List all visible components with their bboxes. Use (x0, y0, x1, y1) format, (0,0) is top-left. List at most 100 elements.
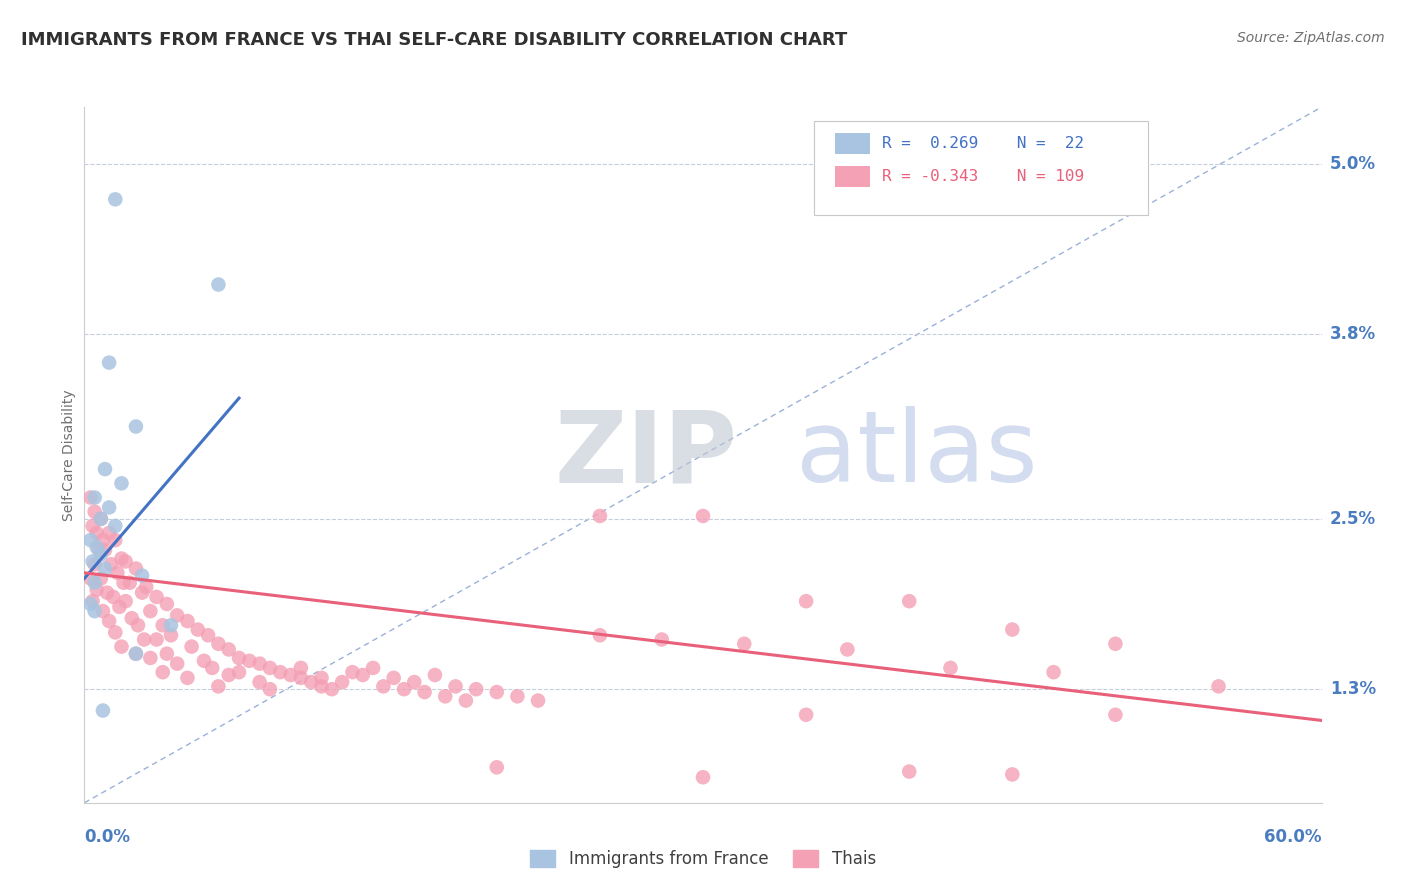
Point (180, 640, 202, 654)
Point (207, 277, 229, 292)
Point (91, 704, 114, 718)
Point (485, 760, 508, 774)
Point (91, 533, 114, 548)
Point (197, 628, 219, 642)
Point (1208, 679, 1230, 693)
Point (145, 632, 167, 647)
Point (91, 604, 114, 618)
Point (103, 590, 125, 604)
Point (166, 608, 188, 623)
Point (79, 571, 101, 585)
Point (939, 661, 962, 675)
Point (86, 540, 108, 554)
Point (82, 594, 104, 608)
Point (94, 561, 117, 575)
Point (330, 675, 353, 690)
Point (589, 628, 612, 642)
Point (112, 575, 135, 590)
Point (290, 661, 312, 675)
Text: atlas: atlas (796, 407, 1038, 503)
Point (131, 585, 153, 599)
Point (139, 604, 162, 618)
Text: 3.8%: 3.8% (1330, 326, 1376, 343)
FancyBboxPatch shape (835, 166, 870, 187)
Point (152, 618, 174, 632)
Text: R = -0.343    N = 109: R = -0.343 N = 109 (883, 169, 1084, 184)
Point (87, 543, 110, 558)
Point (160, 628, 183, 642)
Point (898, 764, 921, 779)
Point (156, 647, 179, 661)
Point (201, 661, 224, 675)
Point (290, 671, 312, 685)
Point (118, 575, 141, 590)
Point (104, 625, 127, 640)
Point (90, 547, 112, 561)
Point (145, 590, 167, 604)
Point (86, 582, 108, 597)
Point (692, 508, 714, 523)
FancyBboxPatch shape (835, 133, 870, 153)
Point (79, 533, 101, 548)
Point (125, 647, 148, 661)
Point (259, 682, 281, 697)
Point (311, 671, 333, 685)
Point (82, 519, 104, 533)
Point (160, 618, 183, 632)
Point (733, 637, 755, 651)
Text: Source: ZipAtlas.com: Source: ZipAtlas.com (1237, 31, 1385, 45)
Point (98, 526, 121, 541)
Point (506, 690, 529, 704)
Point (98, 614, 121, 628)
Point (131, 568, 153, 582)
Point (193, 654, 215, 668)
Text: ZIP: ZIP (554, 407, 737, 503)
Point (228, 651, 250, 665)
Point (86, 526, 108, 541)
Point (135, 580, 157, 594)
Point (238, 654, 260, 668)
Point (444, 679, 467, 693)
Point (187, 623, 209, 637)
Text: 1.3%: 1.3% (1330, 681, 1376, 698)
Point (299, 675, 322, 690)
Point (373, 679, 395, 693)
Point (259, 661, 281, 675)
Point (207, 679, 229, 693)
Point (94, 462, 117, 476)
Point (83, 558, 105, 572)
Point (898, 594, 921, 608)
Point (361, 661, 384, 675)
Point (1001, 623, 1024, 637)
Point (280, 668, 302, 682)
Point (837, 642, 859, 657)
Text: 60.0%: 60.0% (1264, 829, 1322, 847)
Point (79, 597, 101, 611)
Point (321, 682, 343, 697)
Point (1042, 665, 1064, 680)
Point (589, 508, 612, 523)
Point (413, 685, 436, 699)
Point (218, 668, 240, 682)
Point (434, 690, 457, 704)
Point (114, 594, 136, 608)
Point (152, 665, 174, 680)
Point (98, 500, 121, 515)
Point (90, 512, 112, 526)
Point (114, 554, 136, 568)
Text: 2.5%: 2.5% (1330, 510, 1376, 528)
Point (527, 693, 550, 707)
Point (96, 585, 118, 599)
Point (94, 543, 117, 558)
Point (105, 566, 128, 580)
Point (1104, 707, 1126, 722)
Point (352, 668, 374, 682)
Point (83, 491, 105, 505)
Text: 5.0%: 5.0% (1330, 155, 1376, 173)
Point (176, 671, 198, 685)
Legend: Immigrants from France, Thais: Immigrants from France, Thais (523, 843, 883, 874)
Point (82, 554, 104, 568)
Point (485, 685, 508, 699)
Point (311, 679, 333, 693)
Point (465, 682, 488, 697)
